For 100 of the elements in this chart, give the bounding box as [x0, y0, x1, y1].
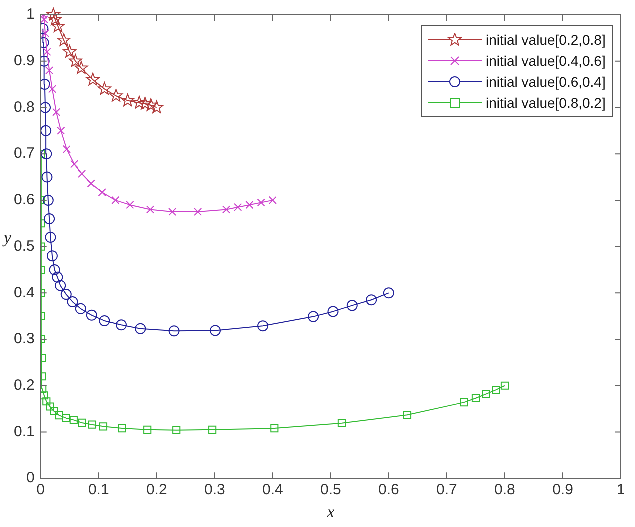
point	[500, 382, 510, 390]
point	[78, 418, 86, 428]
point	[144, 98, 158, 112]
point	[62, 414, 70, 422]
y-tick-label: 0.9	[14, 52, 35, 70]
point	[62, 145, 71, 154]
point	[43, 48, 52, 56]
point	[63, 45, 77, 58]
point	[168, 208, 177, 216]
point	[70, 160, 79, 168]
point	[472, 394, 480, 402]
point	[99, 422, 108, 431]
y-tick-label: 0.2	[14, 377, 35, 394]
point	[258, 320, 269, 332]
point	[60, 289, 72, 300]
y-tick-label: 0.1	[14, 423, 35, 440]
y-tick-label: 0.3	[14, 330, 35, 348]
y-tick-label: 0.4	[14, 284, 35, 302]
point	[403, 411, 412, 420]
point	[132, 96, 146, 109]
point	[70, 416, 78, 424]
point	[48, 12, 62, 26]
point	[40, 125, 52, 136]
point	[118, 424, 126, 433]
point	[88, 420, 97, 429]
y-tick-label: 1	[26, 6, 35, 24]
point	[87, 180, 96, 188]
point	[46, 250, 58, 262]
point	[74, 61, 88, 74]
point	[168, 326, 180, 337]
legend-label: initial value[0.4,0.6]	[486, 52, 606, 68]
point	[308, 311, 320, 322]
point	[42, 194, 54, 206]
point	[135, 323, 146, 334]
point	[46, 8, 60, 21]
x-tick-label: 0.8	[494, 482, 516, 499]
point	[41, 30, 50, 38]
point	[57, 34, 71, 46]
point	[194, 208, 202, 216]
point	[52, 272, 64, 283]
point	[45, 232, 56, 244]
point	[210, 325, 221, 336]
y-tick-label: 0.5	[14, 238, 35, 255]
legend-label: initial value[0.2,0.8]	[486, 32, 606, 48]
x-tick-label: 0.1	[88, 482, 110, 499]
point	[41, 148, 52, 160]
legend-label: initial value[0.8,0.2]	[486, 94, 606, 110]
x-tick-label: 0.4	[262, 482, 284, 499]
point	[338, 419, 346, 428]
point	[46, 402, 54, 411]
point	[482, 390, 490, 398]
point	[98, 188, 106, 197]
point	[116, 320, 127, 331]
x-tick-label: 1	[616, 482, 626, 499]
point	[46, 66, 54, 75]
point	[268, 196, 277, 204]
point	[40, 16, 48, 24]
point	[138, 97, 152, 110]
point	[383, 288, 394, 299]
point	[366, 294, 378, 306]
point	[222, 206, 231, 214]
x-tick-label: 0.6	[378, 482, 400, 499]
y-tick-label: 0.7	[14, 145, 35, 162]
point	[42, 398, 51, 406]
point	[112, 196, 120, 204]
y-tick-label: 0.6	[14, 192, 35, 209]
point	[257, 198, 266, 207]
point	[208, 426, 217, 434]
point	[50, 407, 58, 416]
y-tick-label: 0.8	[14, 98, 35, 116]
point	[150, 100, 164, 114]
point	[86, 310, 98, 321]
point	[246, 201, 254, 210]
x-tick-label: 0.2	[146, 482, 168, 499]
x-tick-label: 0.7	[436, 482, 458, 499]
x-tick-label: 0.5	[320, 482, 342, 499]
point	[98, 82, 112, 95]
point	[57, 126, 66, 135]
point	[144, 426, 152, 434]
point	[42, 172, 53, 183]
point	[75, 303, 86, 314]
point	[270, 424, 279, 433]
point	[44, 213, 56, 224]
y-tick-label: 0	[26, 470, 35, 487]
point	[110, 89, 123, 102]
point	[346, 300, 358, 312]
y-axis-title: y	[4, 228, 12, 248]
point	[78, 170, 86, 178]
point	[68, 54, 82, 68]
point	[40, 102, 51, 114]
point	[492, 386, 500, 394]
x-tick-label: 0.9	[552, 482, 574, 499]
point	[49, 264, 60, 276]
point	[40, 79, 50, 90]
point	[48, 85, 56, 94]
point	[55, 412, 64, 420]
point	[460, 398, 468, 407]
point	[146, 206, 155, 214]
x-tick-label: 0.3	[204, 482, 226, 499]
point	[86, 72, 100, 86]
